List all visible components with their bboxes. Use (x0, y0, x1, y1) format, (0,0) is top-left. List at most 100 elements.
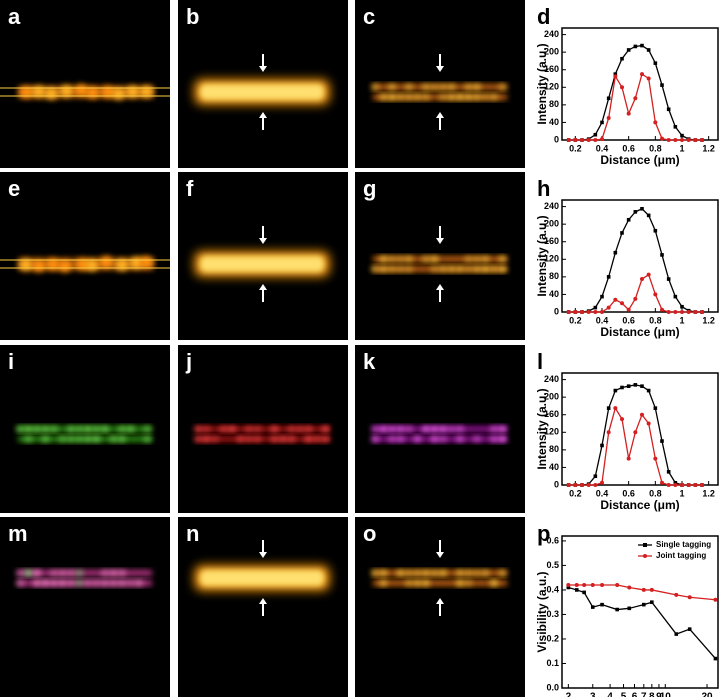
y-tick-label: 0.5 (546, 560, 559, 570)
spot (75, 436, 84, 442)
spot (92, 426, 101, 432)
x-tick-label: 0.6 (622, 488, 635, 498)
image-panel: e (0, 172, 170, 340)
spot (41, 580, 50, 586)
arrow-head (259, 598, 267, 604)
spot (405, 580, 413, 586)
x-tick-label: 0.2 (569, 315, 582, 325)
spot (75, 426, 84, 432)
spot (379, 266, 388, 272)
panel-label: f (186, 176, 194, 201)
spot (371, 266, 379, 272)
marker (613, 406, 618, 411)
y-tick-label: 120 (544, 427, 559, 437)
spot (413, 580, 422, 586)
spot (498, 570, 507, 576)
marker (674, 592, 679, 597)
marker (586, 483, 591, 487)
spot (473, 570, 481, 576)
spot (396, 426, 405, 432)
marker (606, 430, 611, 435)
marker (640, 384, 644, 388)
spot (405, 266, 413, 272)
spot (447, 84, 456, 90)
series-line (568, 73, 702, 141)
arrow-head (259, 66, 267, 72)
spot (405, 256, 413, 262)
marker (593, 132, 598, 137)
spot (126, 426, 135, 432)
spot (194, 436, 202, 442)
spot (31, 259, 46, 272)
marker (626, 217, 631, 222)
image-panel: n (178, 517, 348, 697)
marker (620, 385, 624, 390)
x-tick-label: 0.2 (569, 143, 582, 153)
marker (606, 275, 611, 279)
panel-label: g (363, 176, 376, 201)
marker (627, 606, 632, 611)
image-panel: a (0, 0, 170, 168)
plot-frame (561, 199, 719, 313)
y-tick-label: 0.4 (546, 584, 559, 594)
spot (118, 570, 126, 576)
y-tick-label: 240 (544, 29, 559, 39)
spot (413, 94, 422, 100)
spot (396, 94, 405, 100)
x-tick-label: 10 (660, 692, 672, 697)
spot (413, 570, 422, 576)
spot (464, 256, 473, 262)
marker (613, 250, 618, 255)
marker (582, 583, 587, 588)
series-line (568, 584, 716, 601)
marker (686, 310, 691, 314)
glow-row (18, 570, 152, 576)
x-tick-label: 0.4 (596, 315, 609, 325)
spot (58, 436, 67, 442)
spot (24, 570, 33, 576)
glow-row (373, 256, 507, 262)
x-tick-label: 0.6 (622, 143, 635, 153)
image-panel: j (178, 345, 348, 513)
spot (473, 266, 481, 272)
panel-label: l (537, 349, 543, 374)
x-tick-label: 1 (679, 488, 684, 498)
spot (396, 570, 405, 576)
glow-row (196, 426, 330, 432)
marker (673, 310, 678, 314)
marker (593, 310, 598, 314)
marker (600, 583, 605, 588)
spot (84, 580, 92, 586)
spot (473, 256, 481, 262)
marker (580, 483, 584, 487)
image-panel: c (355, 0, 525, 168)
x-tick-label: 2 (566, 692, 572, 697)
marker (600, 602, 604, 607)
x-tick-label: 0.8 (649, 315, 662, 325)
spot (456, 94, 464, 100)
image-panel: f (178, 172, 348, 340)
marker (660, 136, 664, 141)
legend-label: Single tagging (656, 540, 711, 549)
y-tick-label: 80 (549, 444, 559, 454)
spot (279, 436, 287, 442)
spot (388, 256, 396, 262)
marker (660, 480, 664, 485)
spot (396, 266, 405, 272)
marker (566, 483, 571, 487)
legend-label: Joint tagging (656, 551, 706, 560)
spot (118, 436, 126, 442)
marker (633, 296, 638, 301)
spot (464, 570, 473, 576)
glow-row (196, 436, 330, 442)
marker (653, 228, 658, 233)
spot (422, 94, 430, 100)
spot (388, 426, 396, 432)
spot (33, 570, 41, 576)
panel-label: j (185, 349, 192, 374)
spot (143, 426, 152, 432)
spot (439, 570, 447, 576)
spot (379, 256, 388, 262)
spot (101, 426, 109, 432)
spot (371, 84, 379, 90)
